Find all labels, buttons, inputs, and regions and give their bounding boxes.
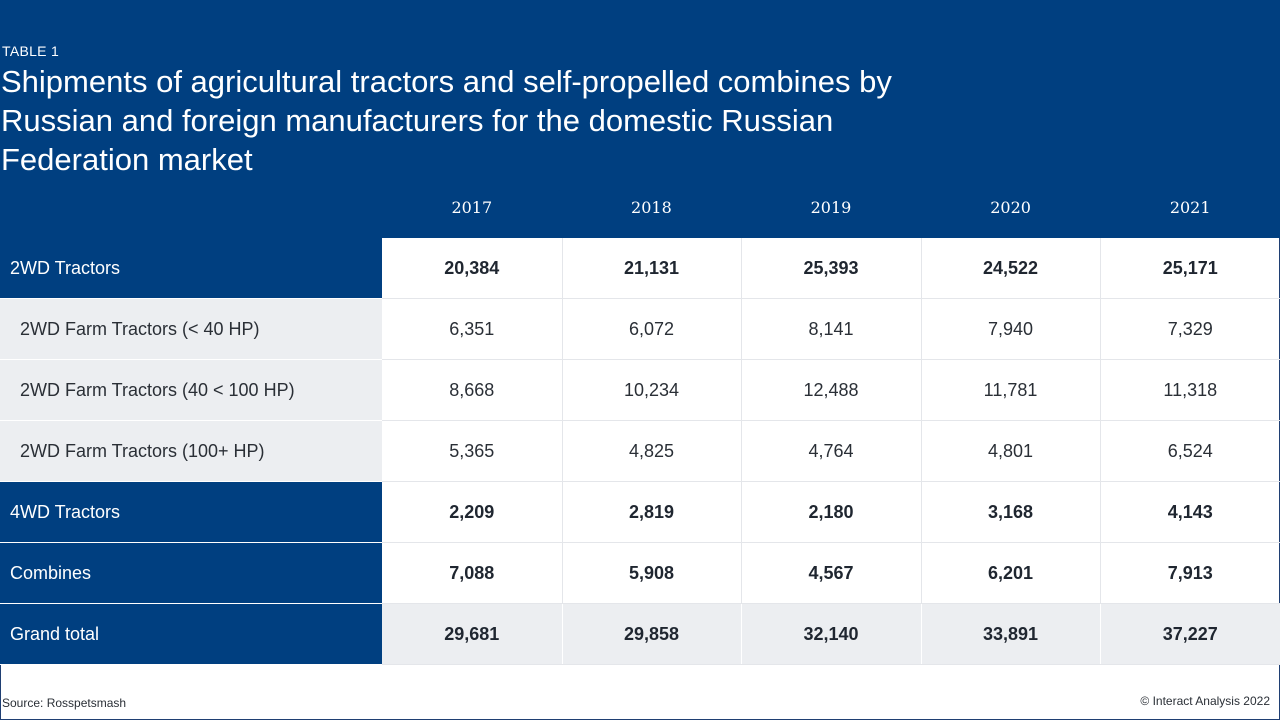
table-cell-2019: 4,567	[741, 542, 922, 604]
year-header-2020: 2020	[990, 198, 1031, 217]
year-header-2019: 2019	[810, 198, 852, 217]
table-cell-2018: 6,072	[562, 298, 742, 360]
year-header-2021: 2021	[1169, 198, 1211, 217]
year-header-2018: 2018	[631, 198, 672, 217]
table-title: Shipments of agricultural tractors and s…	[1, 64, 892, 177]
table-cell-2020: 4,801	[921, 420, 1101, 482]
table-cell-2017: 5,365	[382, 420, 563, 482]
row-label: 2WD Farm Tractors (40 < 100 HP)	[0, 359, 382, 421]
table-cell-2018: 4,825	[562, 420, 742, 482]
table-cell-2019: 8,141	[741, 298, 922, 360]
source-note: Source: Rosspetsmash	[2, 696, 127, 710]
row-label: 2WD Farm Tractors (< 40 HP)	[0, 298, 382, 360]
table-cell-2019: 4,764	[741, 420, 922, 482]
table-cell-2019: 32,140	[741, 603, 922, 665]
table-cell-2018: 29,858	[562, 603, 742, 665]
copyright-note: © Interact Analysis 2022	[1140, 694, 1270, 708]
table-cell-2021: 4,143	[1100, 481, 1280, 543]
table-cell-2021: 7,329	[1100, 298, 1280, 360]
year-header-row: 2017 2018 2019 2020 2021	[382, 198, 1280, 224]
row-label: 4WD Tractors	[0, 481, 382, 543]
table-cell-2020: 7,940	[921, 298, 1101, 360]
row-label: Combines	[0, 542, 382, 604]
year-header-2017: 2017	[451, 198, 493, 217]
table-cell-2021: 37,227	[1100, 603, 1280, 665]
table-cell-2020: 6,201	[921, 542, 1101, 604]
row-label: 2WD Farm Tractors (100+ HP)	[0, 420, 382, 482]
table-cell-2018: 5,908	[562, 542, 742, 604]
table-cell-2021: 7,913	[1100, 542, 1280, 604]
table-cell-2020: 3,168	[921, 481, 1101, 543]
table-cell-2021: 11,318	[1100, 359, 1280, 421]
row-label: 2WD Tractors	[0, 238, 382, 299]
table-cell-2019: 12,488	[741, 359, 922, 421]
table-row: 4WD Tractors 2,209 2,819 2,180 3,168 4,143	[0, 481, 1280, 543]
table-row: 2WD Tractors 20,384 21,131 25,393 24,522 25,1…	[0, 238, 1280, 299]
table-cell-2020: 11,781	[921, 359, 1101, 421]
table-row: 2WD Farm Tractors (40 < 100 HP) 8,668 10,2…	[0, 359, 1280, 421]
table-cell-2020: 24,522	[921, 238, 1101, 299]
table-cell-2020: 33,891	[921, 603, 1101, 665]
table-cell-2021: 25,171	[1100, 238, 1280, 299]
row-label: Grand total	[0, 603, 382, 665]
table-cell-2017: 8,668	[382, 359, 563, 421]
table-row: 2WD Farm Tractors (< 40 HP) 6,351 6,072 8,1…	[0, 298, 1280, 360]
data-table: 2WD Tractors 20,384 21,131 25,393 24,522 25,1…	[0, 238, 1280, 665]
table-cell-2019: 25,393	[741, 238, 922, 299]
table-row: Combines 7,088 5,908 4,567 6,201 7,913	[0, 542, 1280, 604]
table-cell-2021: 6,524	[1100, 420, 1280, 482]
table-cell-2018: 2,819	[562, 481, 742, 543]
table-cell-2017: 6,351	[382, 298, 563, 360]
table-row: 2WD Farm Tractors (100+ HP) 5,365 4,825 4,7…	[0, 420, 1280, 482]
table-cell-2017: 20,384	[382, 238, 563, 299]
title-banner: TABLE 1 Shipments of agricultural tracto…	[0, 0, 1280, 238]
table-cell-2017: 29,681	[382, 603, 563, 665]
table-label: TABLE 1	[2, 43, 60, 59]
table-cell-2018: 21,131	[562, 238, 742, 299]
table-cell-2018: 10,234	[562, 359, 742, 421]
table-cell-2019: 2,180	[741, 481, 922, 543]
table-row: Grand total 29,681 29,858 32,140 33,891 37,22…	[0, 603, 1280, 665]
table-cell-2017: 7,088	[382, 542, 563, 604]
table-cell-2017: 2,209	[382, 481, 563, 543]
